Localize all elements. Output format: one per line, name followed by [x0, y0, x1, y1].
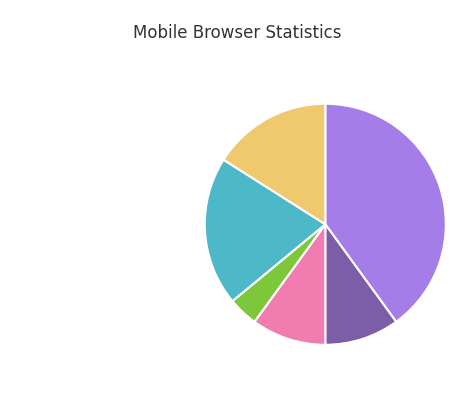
Wedge shape: [232, 224, 325, 322]
Text: Mobile Browser Statistics: Mobile Browser Statistics: [133, 24, 341, 42]
Wedge shape: [325, 104, 446, 322]
Wedge shape: [205, 160, 325, 301]
Wedge shape: [224, 104, 325, 224]
Wedge shape: [325, 224, 396, 345]
Wedge shape: [255, 224, 325, 345]
